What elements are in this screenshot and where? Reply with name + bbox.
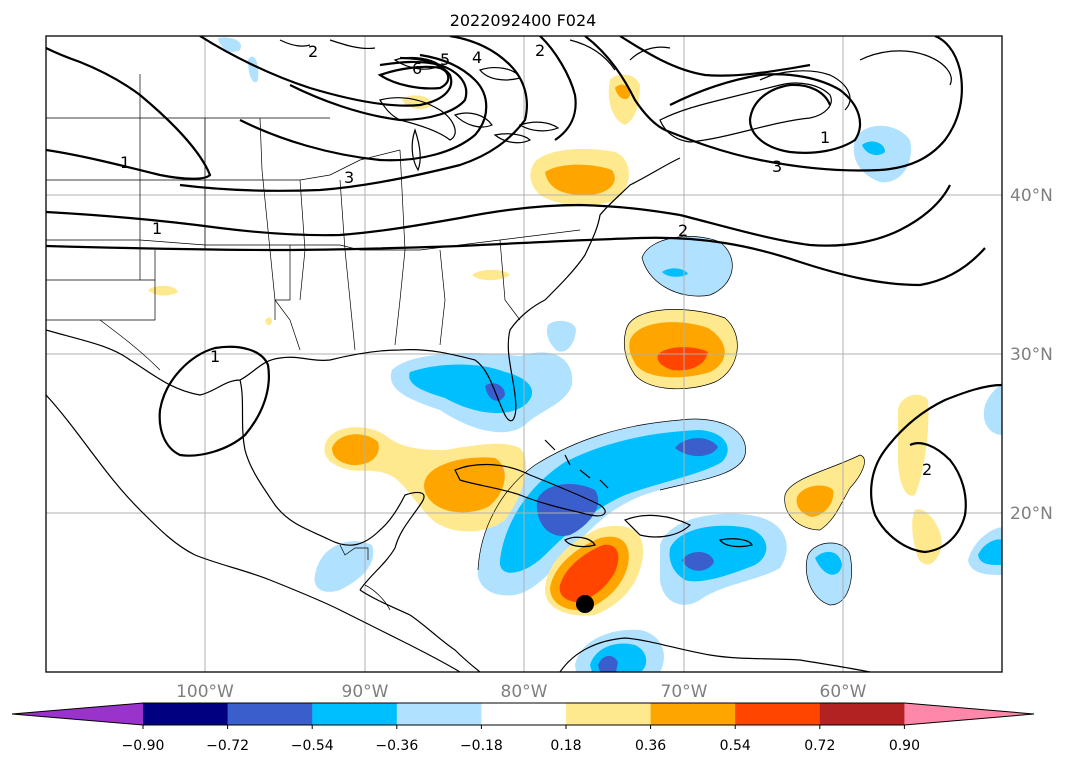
colorbar-segment [819,703,905,725]
lat-label: 30°N [1010,345,1053,365]
contour-labels: 6 5 4 2 3 1 1 1 2 3 1 2 2 [120,41,932,479]
lon-label: 80°W [501,682,548,702]
colorbar-tick-label: −0.54 [291,738,334,754]
contour-label: 2 [922,460,932,479]
anomaly-negative-region [248,56,259,83]
storm-center-dot [576,595,594,613]
anomaly-positive-region [545,164,615,196]
anomaly-negative-region [218,37,241,52]
colorbar-segment [481,703,567,725]
contour-label: 1 [820,128,830,147]
anomaly-positive-region [912,509,942,565]
anomaly-negative-region [546,320,576,352]
anomaly-positive-region [424,457,505,513]
lon-label: 60°W [820,682,867,702]
contour-label: 4 [472,48,482,67]
anomaly-negative-region [662,268,688,277]
anomaly-negative-region [499,430,728,573]
contour-label: 1 [210,347,220,366]
anomaly-negative-region [853,125,911,183]
anomaly-negative-region [983,385,1002,435]
colorbar-segment [396,703,482,725]
anomaly-positive-region [559,544,619,602]
contour-label: 1 [152,219,162,238]
anomaly-negative-region [815,551,842,575]
lat-label: 20°N [1010,504,1053,524]
anomaly-positive-region [796,485,834,517]
political-borders [46,74,581,611]
anomaly-negative-region [642,236,733,297]
contour-label: 2 [535,41,545,60]
map-area [46,36,1002,672]
colorbar-tick-label: −0.72 [206,738,249,754]
anomaly-positive-region [148,285,178,296]
anomaly-positive-region [657,347,708,371]
colorbar-segment [566,703,652,725]
map-frame [45,35,1003,673]
contour-label: 2 [678,221,688,240]
colorbar-segment [227,703,313,725]
colorbar-extend-low [12,703,143,725]
colorbar-tick-label: 0.90 [889,738,920,754]
colorbar-tick-label: 0.36 [635,738,666,754]
contour-label: 3 [772,157,782,176]
lon-label: 90°W [342,682,389,702]
anomaly-positive-region [265,317,272,326]
anomaly-positive-region [472,269,510,281]
contour-label: 3 [344,168,354,187]
anomaly-negative-region [682,551,714,571]
lat-label: 40°N [1010,186,1053,206]
colorbar-tick-label: 0.18 [550,738,581,754]
colorbar: −0.90 −0.72 −0.54 −0.36 −0.18 0.18 0.36 0.54 0.7… [11,702,1035,754]
longitude-labels: 100°W 90°W 80°W 70°W 60°W [176,682,867,702]
anomaly-fills [148,37,1002,672]
latitude-labels: 40°N 30°N 20°N [1010,186,1053,524]
colorbar-tick-label: −0.18 [460,738,503,754]
anomaly-negative-region [978,539,1002,565]
contour-label: 2 [308,42,318,61]
colorbar-segment [312,703,398,725]
colorbar-tick-label: 0.54 [720,738,751,754]
anomaly-negative-region [598,655,618,672]
contour-label: 1 [120,153,130,172]
colorbar-segment [143,703,229,725]
contour-label: 5 [440,50,450,69]
anomaly-positive-region [615,84,630,100]
colorbar-tick-label: −0.36 [375,738,418,754]
colorbar-segment [650,703,736,725]
contour-label: 6 [412,59,422,78]
anomaly-negative-region [409,364,533,414]
anomaly-positive-region [332,434,379,466]
figure-title: 2022092400 F024 [450,11,597,30]
anomaly-positive-region [898,394,929,496]
contour-lines [46,36,1002,554]
lon-label: 100°W [176,682,234,702]
anomaly-negative-region [314,541,374,592]
colorbar-segment [735,703,821,725]
anomaly-negative-region [675,438,718,457]
colorbar-extend-high [904,703,1034,725]
anomaly-negative-region [862,141,885,156]
coastlines [46,39,952,672]
lon-label: 70°W [661,682,708,702]
colorbar-tick-label: 0.72 [804,738,835,754]
colorbar-tick-label: −0.90 [122,738,165,754]
